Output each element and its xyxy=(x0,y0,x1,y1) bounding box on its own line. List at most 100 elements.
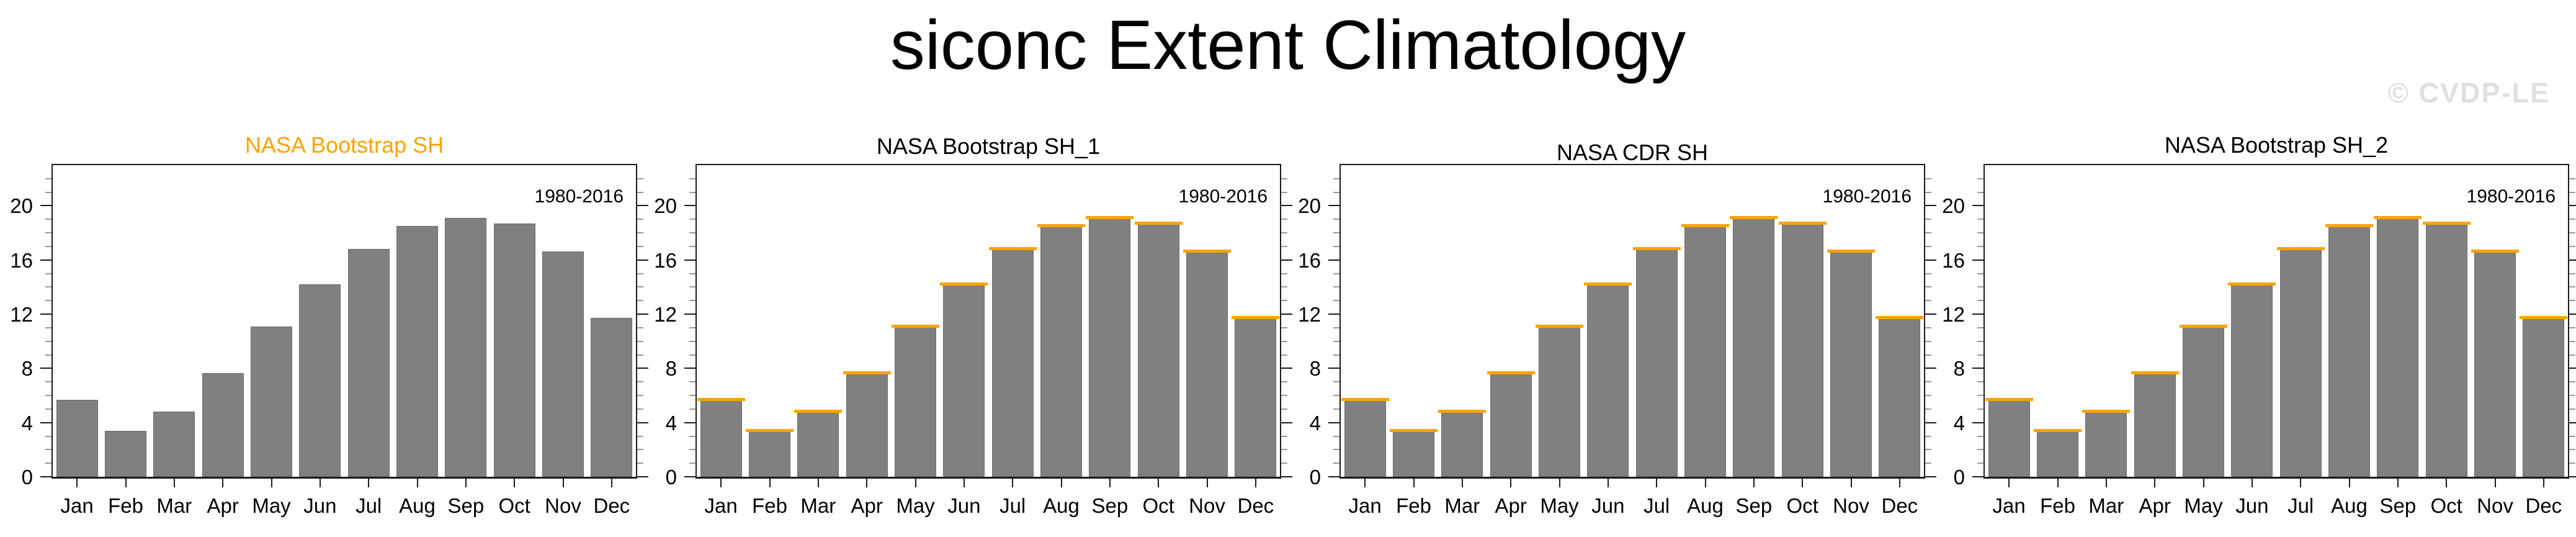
month-label: Jul xyxy=(1000,494,1026,517)
month-label: Sep xyxy=(1091,494,1129,517)
month-label: Nov xyxy=(1833,494,1869,517)
y-axis-major-tick xyxy=(637,368,648,369)
y-axis-major-tick xyxy=(1328,368,1339,369)
y-axis-minor-tick xyxy=(2569,449,2575,451)
x-axis-tick xyxy=(610,479,612,487)
month-label: Jul xyxy=(1644,494,1670,517)
x-axis-tick xyxy=(866,479,868,487)
x-axis-tick xyxy=(76,479,78,487)
y-axis-major-tick xyxy=(1925,368,1936,369)
x-axis-tick xyxy=(1898,479,1900,487)
y-axis-major-tick xyxy=(1281,259,1292,261)
y-axis-minor-tick xyxy=(45,232,51,234)
month-label: Apr xyxy=(851,494,883,517)
y-axis-tick-label: 16 xyxy=(1942,248,1965,272)
bar xyxy=(2231,284,2273,477)
y-axis-minor-tick xyxy=(1333,395,1339,397)
y-axis-major-tick xyxy=(637,205,648,207)
month-label: Nov xyxy=(545,494,581,517)
bar xyxy=(299,284,341,477)
reference-line-cap xyxy=(1232,315,1280,319)
y-axis-minor-tick xyxy=(637,273,643,274)
x-axis-tick xyxy=(125,479,127,487)
y-axis-minor-tick xyxy=(1977,191,1983,193)
y-axis-major-tick xyxy=(2569,422,2576,423)
y-axis-minor-tick xyxy=(1925,340,1931,342)
y-axis-tick-label: 8 xyxy=(665,357,677,381)
y-axis-minor-tick xyxy=(1333,232,1339,234)
bar xyxy=(2377,218,2419,477)
y-axis-minor-tick xyxy=(1977,340,1983,342)
y-axis-major-tick xyxy=(2569,314,2576,315)
bar xyxy=(1830,251,1872,477)
y-axis-minor-tick xyxy=(1977,245,1983,247)
chart-panel: NASA Bootstrap SH 1980-2016 0 4 8 12 16 20 Jan Fe… xyxy=(0,0,648,537)
bar xyxy=(347,249,390,477)
y-axis-minor-tick xyxy=(1281,354,1287,356)
bar xyxy=(1879,317,1921,477)
y-axis-minor-tick xyxy=(1925,449,1931,451)
y-axis-major-tick xyxy=(1328,259,1339,261)
y-axis-major-tick xyxy=(684,205,695,207)
y-axis-minor-tick xyxy=(1281,191,1287,193)
x-axis-tick xyxy=(2203,479,2204,487)
bar xyxy=(700,399,742,477)
reference-line-cap xyxy=(746,428,794,432)
y-axis-minor-tick xyxy=(2569,178,2575,179)
bar xyxy=(2425,223,2467,477)
y-axis-minor-tick xyxy=(689,178,695,179)
y-axis-minor-tick xyxy=(637,245,643,247)
x-axis-tick xyxy=(1012,479,1014,487)
y-axis-minor-tick xyxy=(689,245,695,247)
y-axis-minor-tick xyxy=(689,354,695,356)
y-axis-major-tick xyxy=(1972,314,1983,315)
y-axis-major-tick xyxy=(40,476,51,477)
reference-line-cap xyxy=(2471,249,2519,253)
y-axis-major-tick xyxy=(637,422,648,423)
y-axis-minor-tick xyxy=(2569,219,2575,220)
reference-line-cap xyxy=(1584,282,1632,286)
x-axis-tick xyxy=(514,479,516,487)
y-axis-minor-tick xyxy=(1925,381,1931,383)
y-axis-minor-tick xyxy=(2569,463,2575,464)
reference-line-cap xyxy=(2082,410,2131,413)
y-axis-minor-tick xyxy=(1925,191,1931,193)
y-axis-tick-label: 12 xyxy=(654,303,677,327)
range-annotation: 1980-2016 xyxy=(2466,186,2556,207)
y-axis-minor-tick xyxy=(1977,408,1983,410)
bar xyxy=(202,373,244,477)
y-axis-minor-tick xyxy=(637,449,643,451)
chart-panel: NASA CDR SH 1980-2016 0 4 8 12 16 20 Jan Feb Mar Ap… xyxy=(1288,0,1936,537)
x-axis-tick xyxy=(1704,479,1706,487)
y-axis-minor-tick xyxy=(45,327,51,328)
x-axis-tick xyxy=(769,479,771,487)
x-axis-tick xyxy=(2397,479,2399,487)
y-axis-major-tick xyxy=(40,259,51,261)
y-axis-major-tick xyxy=(684,422,695,423)
y-axis-minor-tick xyxy=(637,300,643,302)
month-label: Jul xyxy=(356,494,382,517)
y-axis-major-tick xyxy=(1328,476,1339,477)
month-label: Apr xyxy=(2139,494,2171,517)
y-axis-tick-label: 16 xyxy=(1298,248,1321,272)
y-axis-minor-tick xyxy=(1977,300,1983,302)
y-axis-minor-tick xyxy=(637,178,643,179)
y-axis-minor-tick xyxy=(2569,327,2575,328)
y-axis-major-tick xyxy=(637,314,648,315)
bar xyxy=(749,430,790,477)
reference-line-cap xyxy=(892,324,939,328)
x-axis-tick xyxy=(2008,479,2010,487)
month-label: Sep xyxy=(1735,494,1773,517)
y-axis-minor-tick xyxy=(45,340,51,342)
y-axis-minor-tick xyxy=(1925,300,1931,302)
y-axis-minor-tick xyxy=(1977,273,1983,274)
y-axis-tick-label: 20 xyxy=(1942,194,1965,218)
x-axis-tick xyxy=(319,479,321,487)
bar xyxy=(2037,430,2078,477)
y-axis-minor-tick xyxy=(2569,191,2575,193)
y-axis-minor-tick xyxy=(1977,463,1983,464)
y-axis-tick-label: 0 xyxy=(1953,466,1965,489)
month-label: Dec xyxy=(1881,494,1918,517)
y-axis-minor-tick xyxy=(1281,381,1287,383)
